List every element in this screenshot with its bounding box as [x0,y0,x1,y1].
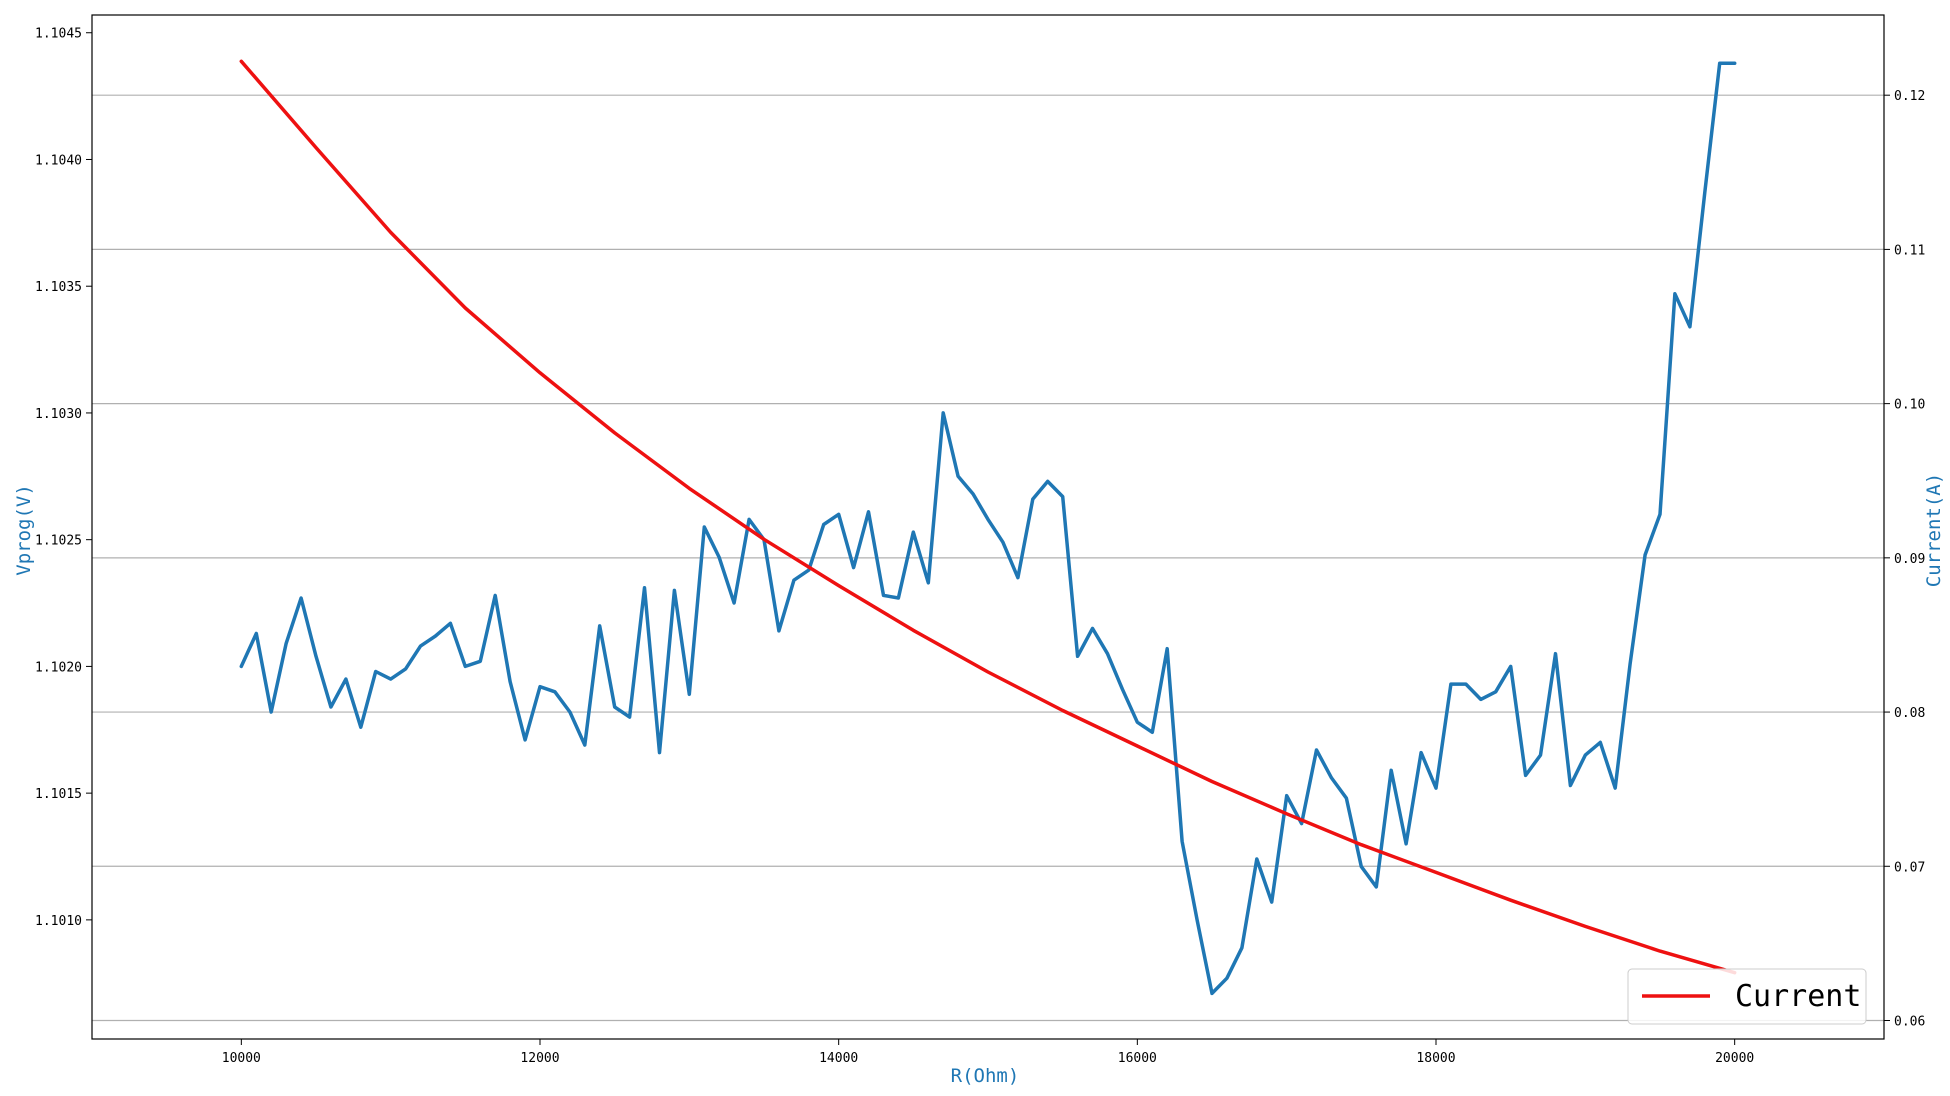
y-right-tick-label-5: 0.11 [1894,243,1925,258]
y-axis-left: 1.1010 1.1015 1.1020 1.1025 1.1030 1.1035 1.10… [35,27,92,929]
y-left-tick-label-0: 1.1010 [35,914,82,929]
y-axis-left-title: Vprog(V) [13,484,35,576]
x-tick-label-5: 20000 [1715,1051,1754,1066]
x-axis: 10000 12000 14000 16000 18000 20000 [222,1039,1754,1066]
legend-label-current: Current [1735,979,1861,1014]
y-right-tick-label-1: 0.07 [1894,860,1925,875]
y-right-tick-label-2: 0.08 [1894,706,1925,721]
legend: Current [1627,968,1867,1025]
y-left-tick-label-5: 1.1035 [35,280,82,295]
y-left-tick-label-3: 1.1025 [35,534,82,549]
x-tick-label-2: 14000 [819,1051,858,1066]
y-left-tick-label-7: 1.1045 [35,27,82,42]
series-layer [239,59,1737,996]
x-tick-label-4: 18000 [1416,1051,1455,1066]
y-axis-right: 0.06 0.07 0.08 0.09 0.10 0.11 0.12 [1884,89,1925,1029]
x-tick-label-1: 12000 [520,1051,559,1066]
legend-box [1627,968,1867,1025]
x-tick-label-3: 16000 [1118,1051,1157,1066]
y-right-tick-label-3: 0.09 [1894,552,1925,567]
y-left-tick-label-6: 1.1040 [35,153,82,168]
x-axis-title: R(Ohm) [951,1065,1020,1087]
plot-frame [91,14,1885,1040]
y-right-tick-label-0: 0.06 [1894,1014,1925,1029]
y-right-tick-label-4: 0.10 [1894,398,1925,413]
y-axis-right-title: Current(A) [1923,473,1945,587]
x-tick-label-0: 10000 [222,1051,261,1066]
y-left-tick-label-2: 1.1020 [35,660,82,675]
grid-lines [92,94,1884,1022]
series-line-vprog [239,61,1737,996]
series-line-current [239,59,1737,975]
y-right-tick-label-6: 0.12 [1894,89,1925,104]
y-left-tick-label-4: 1.1030 [35,407,82,422]
y-left-tick-label-1: 1.1015 [35,787,82,802]
